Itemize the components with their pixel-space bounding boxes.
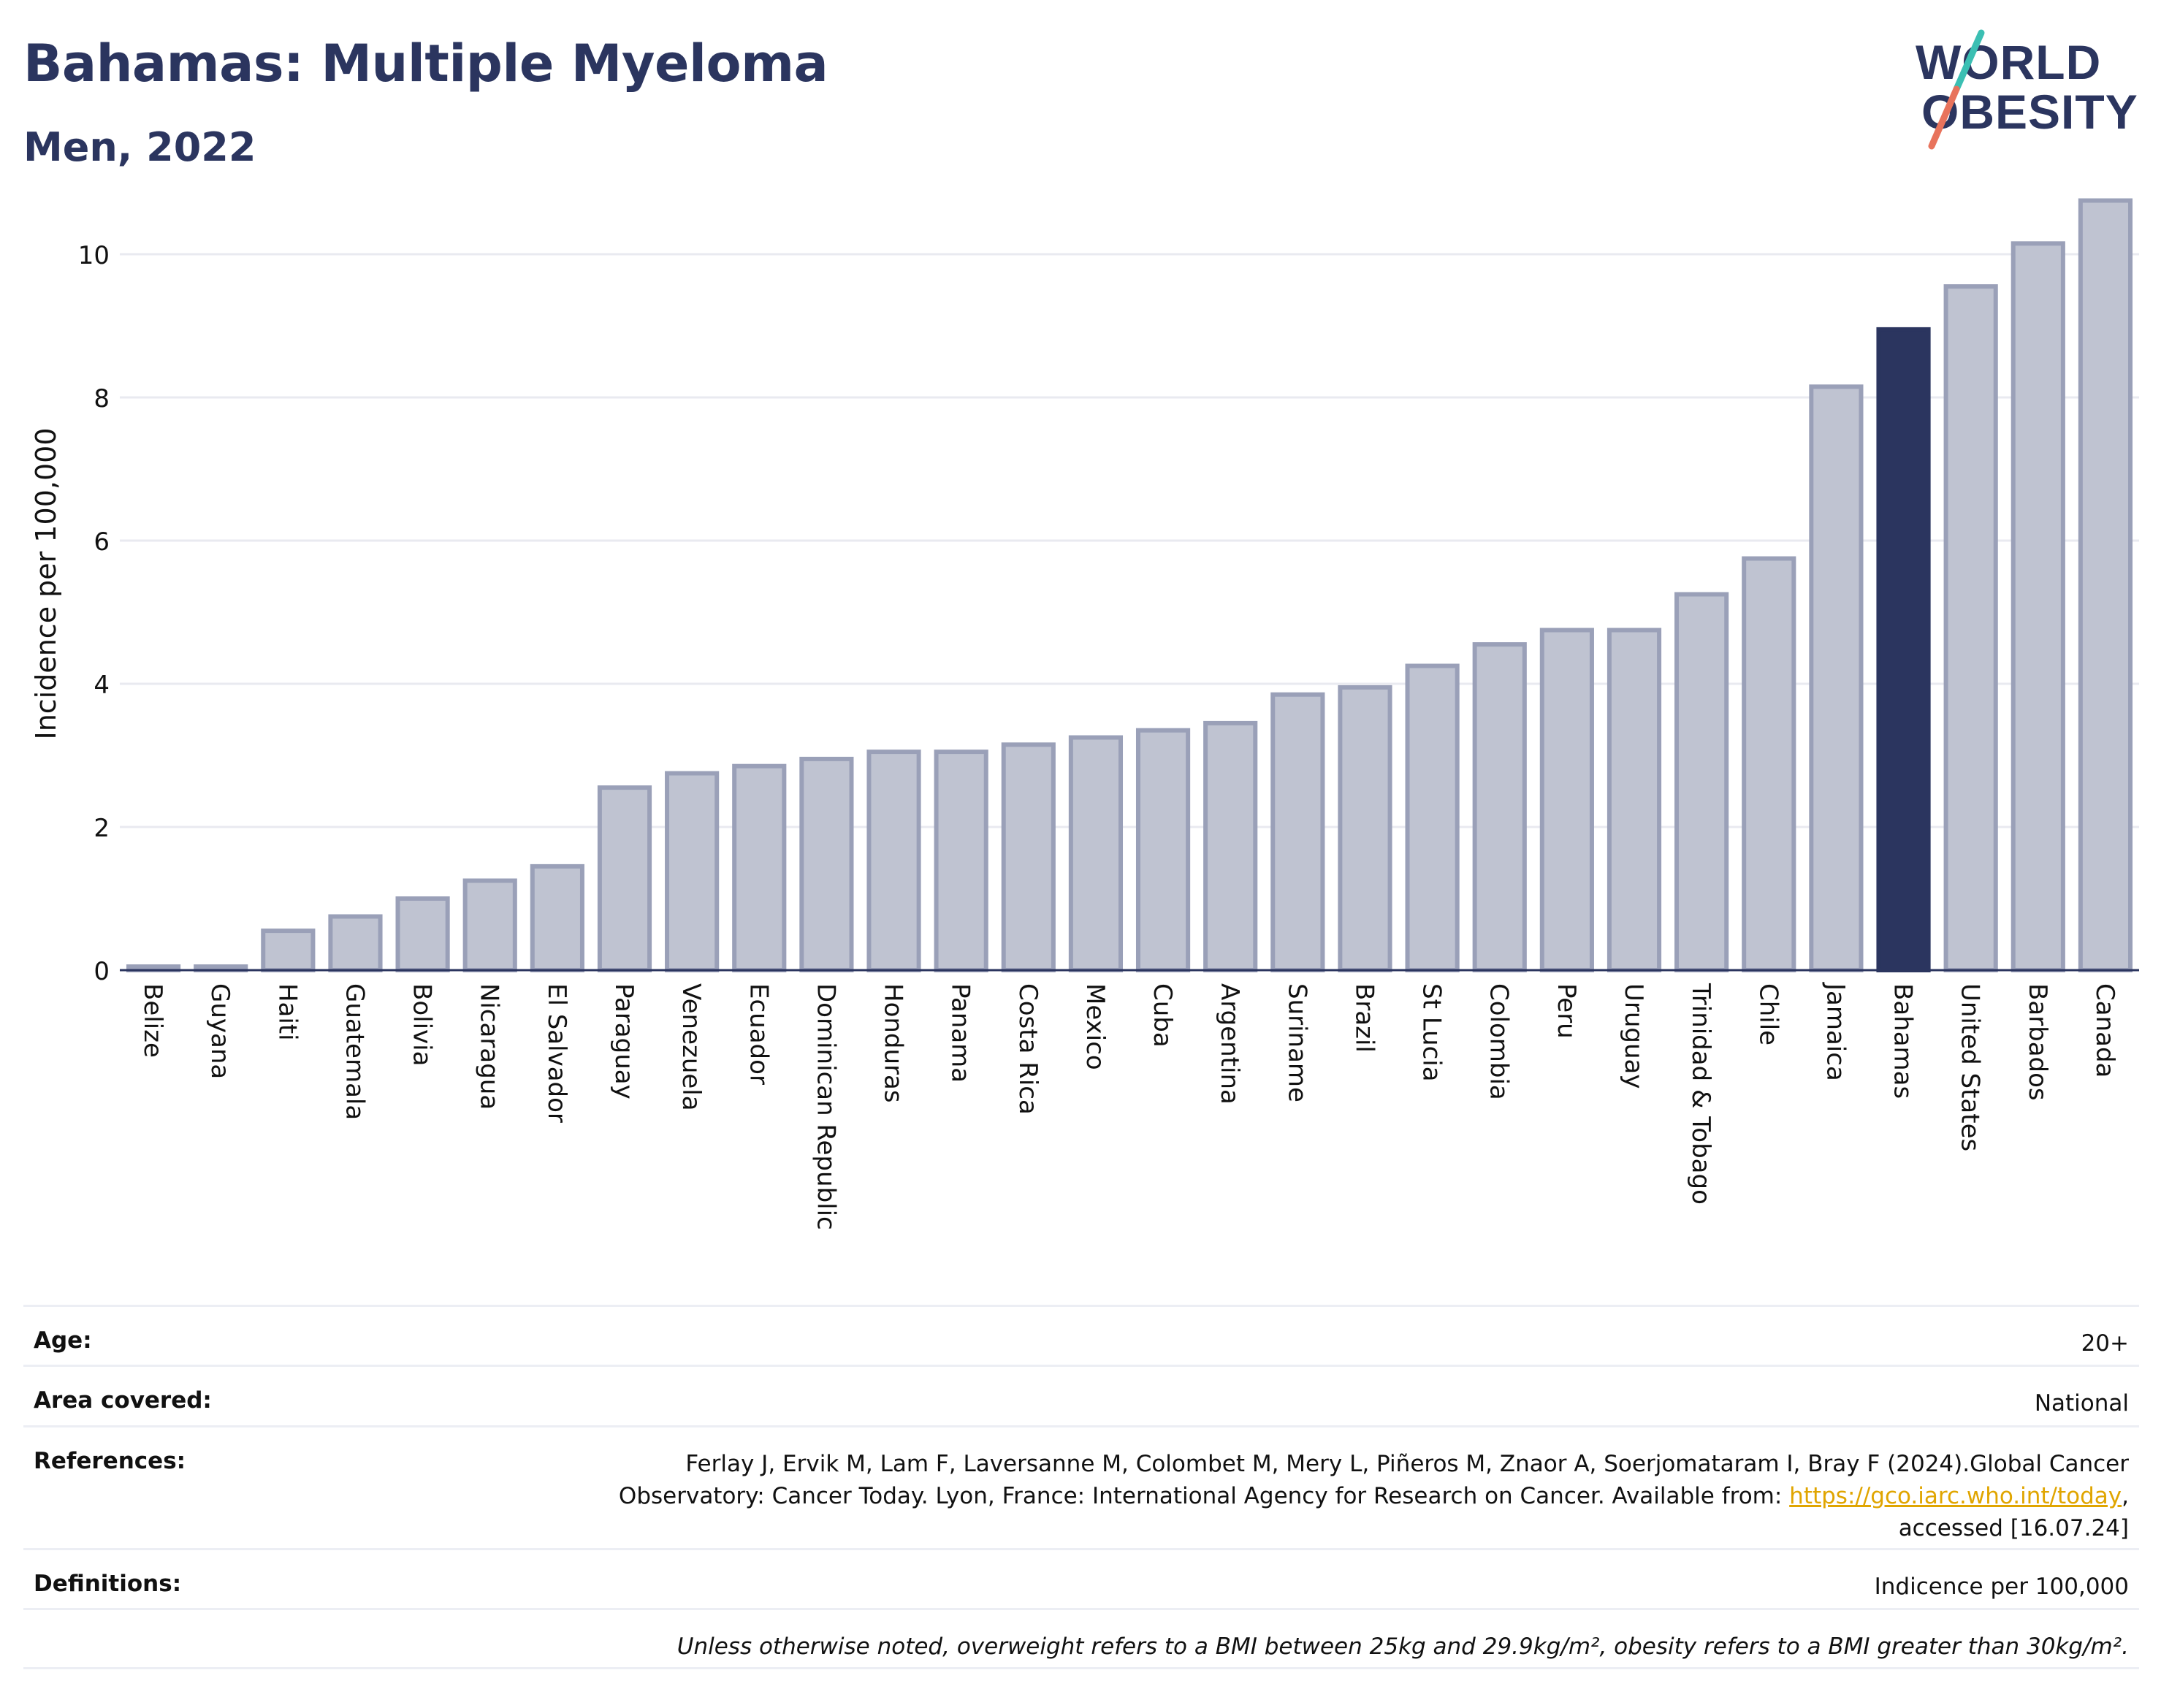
x-tick-label: El Salvador — [542, 983, 571, 1123]
info-row-references: References: Ferlay J, Ervik M, Lam F, La… — [23, 1425, 2139, 1548]
x-tick-label: St Lucia — [1417, 983, 1447, 1082]
logo-line1: WORLD — [1916, 35, 2101, 89]
bar-uruguay — [1607, 628, 1662, 972]
age-value: 20+ — [2081, 1330, 2129, 1357]
area-value: National — [2034, 1390, 2129, 1417]
bar-barbados — [2011, 241, 2065, 972]
bar-bolivia — [395, 896, 450, 972]
bmi-note: Unless otherwise noted, overweight refer… — [676, 1633, 2129, 1660]
x-tick-label: Barbados — [2023, 983, 2052, 1101]
bar-chart: 0 2 4 6 8 10 Belize Guyana Haiti Guatemala Bolivi… — [30, 198, 2139, 1230]
info-row-note: Unless otherwise noted, overweight refer… — [23, 1608, 2139, 1669]
x-tick-label: Guyana — [205, 983, 235, 1079]
y-tick-label: 2 — [94, 814, 110, 843]
age-label: Age: — [34, 1327, 92, 1354]
x-tick-label: Costa Rica — [1013, 983, 1043, 1115]
bar-cuba — [1135, 728, 1191, 972]
x-tick-label: Panama — [946, 983, 975, 1083]
y-tick-label: 0 — [94, 957, 110, 986]
chart-subtitle: Men, 2022 — [23, 124, 256, 170]
x-tick-label: Ecuador — [744, 983, 773, 1085]
definitions-value: Indicence per 100,000 — [1874, 1574, 2129, 1600]
bar-trinidad-tobago — [1674, 592, 1729, 972]
bar-colombia — [1472, 642, 1527, 972]
bar-united-states — [1943, 284, 1998, 973]
x-tick-label: Mexico — [1080, 983, 1110, 1070]
x-tick-label: Guatemala — [340, 983, 369, 1120]
info-table: Age: 20+ Area covered: National Referenc… — [23, 1305, 2139, 1669]
bar-honduras — [866, 750, 921, 972]
definitions-label: Definitions: — [34, 1571, 182, 1597]
bar-chile — [1742, 556, 1796, 972]
info-row-definitions: Definitions: Indicence per 100,000 — [23, 1548, 2139, 1608]
y-tick-label: 10 — [78, 241, 110, 270]
bar-peru — [1539, 628, 1594, 972]
x-tick-labels: Belize Guyana Haiti Guatemala Bolivia Nicarag… — [138, 982, 2119, 1230]
grid-lines — [120, 253, 2139, 828]
x-tick-label: Haiti — [272, 983, 302, 1041]
y-tick-labels: 0 2 4 6 8 10 — [78, 241, 110, 986]
x-tick-label: Trinidad & Tobago — [1686, 983, 1715, 1205]
bar-guatemala — [328, 914, 383, 972]
references-link[interactable]: https://gco.iarc.who.int/today — [1789, 1483, 2122, 1509]
x-tick-label: Dominican Republic — [811, 983, 840, 1230]
bar-jamaica — [1809, 384, 1864, 972]
x-tick-label: Jamaica — [1821, 982, 1850, 1081]
x-tick-label: Uruguay — [1619, 983, 1648, 1089]
bar-el-salvador — [530, 863, 584, 973]
x-tick-label: Nicaragua — [475, 983, 504, 1110]
info-row-age: Age: 20+ — [23, 1305, 2139, 1365]
bar-costa-rica — [1001, 742, 1056, 972]
references-text: Ferlay J, Ervik M, Lam F, Laversanne M, … — [618, 1451, 2129, 1509]
info-row-area: Area covered: National — [23, 1365, 2139, 1425]
world-obesity-logo: WORLD OBESITY — [1916, 29, 2138, 150]
bar-ecuador — [732, 763, 787, 972]
logo-slash-teal — [1953, 29, 1985, 93]
bar-brazil — [1338, 685, 1392, 973]
x-tick-label: Belize — [138, 983, 167, 1058]
x-tick-label: United States — [1956, 983, 1985, 1151]
x-tick-label: Venezuela — [676, 983, 706, 1111]
x-tick-label: Brazil — [1349, 983, 1379, 1053]
x-tick-label: Bolivia — [408, 983, 437, 1066]
bar-st-lucia — [1405, 663, 1460, 972]
y-tick-label: 6 — [94, 527, 110, 557]
bar-panama — [934, 750, 988, 972]
chart-title: Bahamas: Multiple Myeloma — [23, 34, 828, 94]
x-tick-label: Suriname — [1282, 983, 1311, 1102]
x-tick-label: Peru — [1552, 983, 1581, 1039]
y-tick-label: 8 — [94, 384, 110, 413]
y-tick-label: 4 — [94, 671, 110, 700]
bar-canada — [2078, 198, 2133, 972]
references-value: Ferlay J, Ervik M, Lam F, Laversanne M, … — [23, 1427, 2139, 1544]
bar-mexico — [1068, 735, 1124, 972]
references-label: References: — [34, 1448, 186, 1474]
x-tick-label: Honduras — [879, 983, 908, 1103]
x-tick-label: Argentina — [1215, 983, 1244, 1105]
x-tick-label: Canada — [2090, 983, 2119, 1078]
bar-suriname — [1270, 692, 1325, 972]
bar-paraguay — [597, 785, 652, 972]
x-tick-label: Colombia — [1485, 983, 1514, 1100]
x-tick-label: Cuba — [1148, 983, 1177, 1048]
references-accessed: , accessed [16.07.24] — [1898, 1483, 2129, 1541]
bars — [126, 198, 2133, 973]
bar-argentina — [1203, 720, 1258, 973]
x-tick-label: Paraguay — [609, 983, 639, 1099]
x-tick-label: Bahamas — [1889, 983, 1918, 1099]
logo-slash-coral — [1928, 85, 1960, 150]
area-label: Area covered: — [34, 1387, 212, 1414]
bar-bahamas — [1876, 327, 1931, 972]
bar-haiti — [261, 929, 316, 972]
x-tick-label: Chile — [1753, 983, 1783, 1045]
y-axis-title: Incidence per 100,000 — [30, 427, 62, 739]
bar-venezuela — [665, 771, 720, 972]
bar-nicaragua — [462, 878, 517, 972]
bar-dominican-republic — [799, 756, 854, 973]
